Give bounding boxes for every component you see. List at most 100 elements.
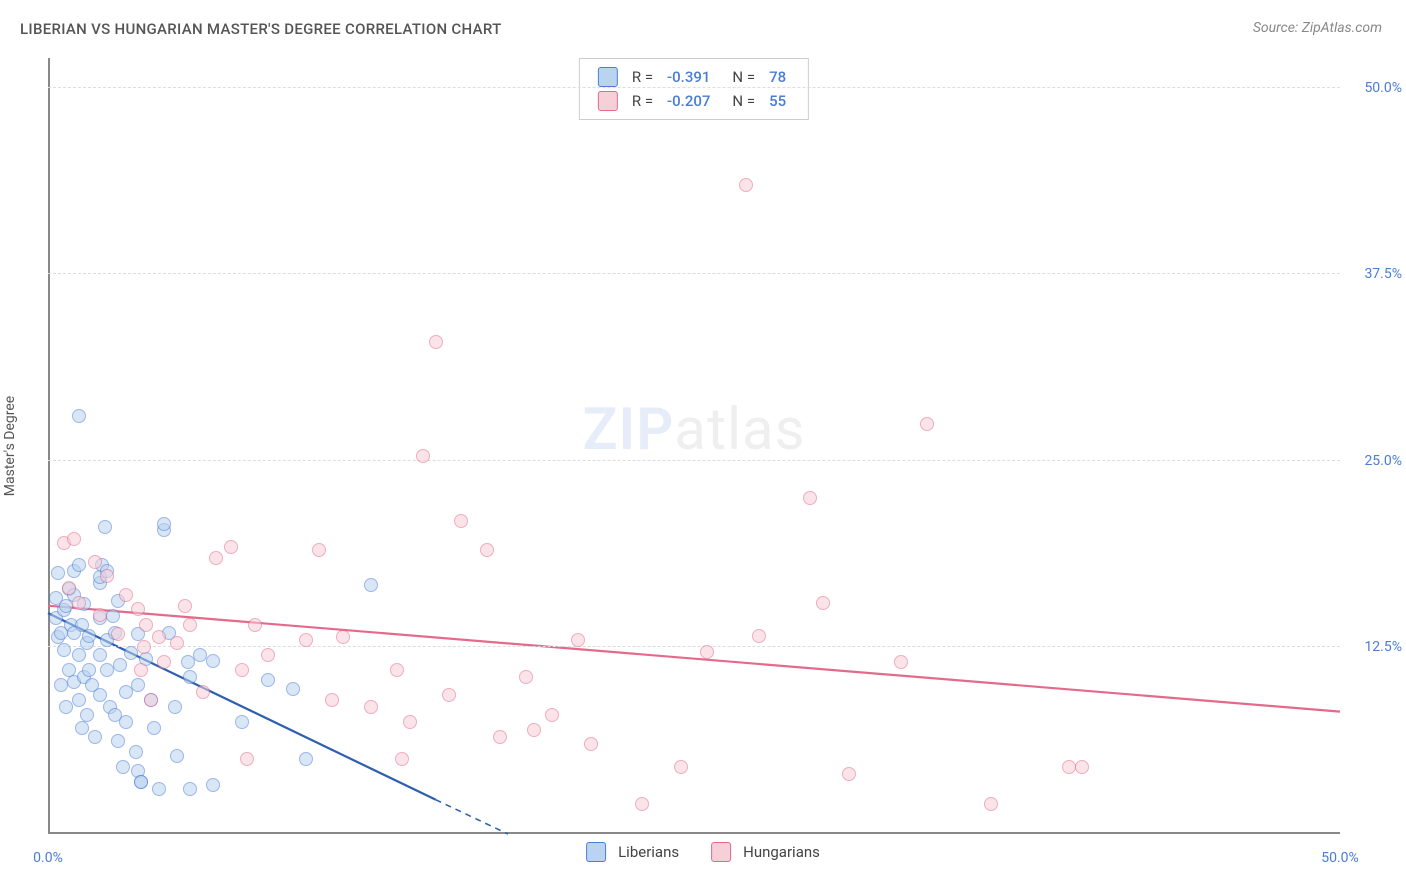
scatter-point	[144, 693, 158, 707]
scatter-point	[571, 633, 585, 647]
scatter-point	[206, 778, 220, 792]
scatter-point	[584, 737, 598, 751]
scatter-point	[147, 721, 161, 735]
scatter-point	[248, 618, 262, 632]
legend-swatch	[598, 67, 618, 87]
n-value: 55	[765, 89, 790, 113]
scatter-point	[131, 678, 145, 692]
scatter-point	[106, 609, 120, 623]
scatter-point	[193, 648, 207, 662]
scatter-point	[119, 685, 133, 699]
scatter-point	[299, 752, 313, 766]
scatter-point	[152, 630, 166, 644]
legend-swatch	[711, 842, 731, 862]
scatter-point	[137, 640, 151, 654]
series-legend-item: Liberians	[586, 842, 679, 862]
scatter-point	[442, 688, 456, 702]
scatter-point	[100, 569, 114, 583]
y-axis	[48, 58, 50, 834]
gridline	[48, 460, 1340, 461]
scatter-point	[113, 658, 127, 672]
scatter-point	[325, 693, 339, 707]
scatter-point	[527, 723, 541, 737]
scatter-point	[124, 646, 138, 660]
scatter-point	[803, 491, 817, 505]
scatter-point	[72, 693, 86, 707]
scatter-point	[403, 715, 417, 729]
watermark-light: atlas	[674, 396, 805, 464]
scatter-point	[519, 670, 533, 684]
scatter-point	[139, 618, 153, 632]
scatter-point	[129, 745, 143, 759]
scatter-point	[93, 608, 107, 622]
watermark: ZIPatlas	[582, 396, 805, 464]
stat-legend-row: R =-0.207N =55	[598, 89, 790, 113]
y-axis-label: Master's Degree	[2, 396, 18, 496]
scatter-point	[416, 449, 430, 463]
r-value: -0.391	[663, 65, 714, 89]
scatter-point	[299, 633, 313, 647]
scatter-point	[157, 517, 171, 531]
scatter-point	[635, 797, 649, 811]
scatter-point	[134, 663, 148, 677]
scatter-point	[545, 708, 559, 722]
series-legend-item: Hungarians	[711, 842, 820, 862]
scatter-point	[206, 654, 220, 668]
scatter-point	[390, 663, 404, 677]
scatter-point	[364, 700, 378, 714]
scatter-point	[336, 630, 350, 644]
scatter-point	[816, 596, 830, 610]
series-legend: Liberians Hungarians	[586, 842, 820, 862]
scatter-point	[261, 648, 275, 662]
scatter-point	[674, 760, 688, 774]
scatter-point	[168, 700, 182, 714]
source-label: Source: ZipAtlas.com	[1253, 20, 1382, 36]
scatter-point	[480, 543, 494, 557]
scatter-point	[240, 752, 254, 766]
scatter-point	[920, 417, 934, 431]
r-label: R =	[632, 89, 653, 113]
scatter-point	[1062, 760, 1076, 774]
scatter-point	[224, 540, 238, 554]
legend-swatch	[598, 91, 618, 111]
scatter-point	[93, 648, 107, 662]
scatter-point	[235, 663, 249, 677]
scatter-point	[72, 409, 86, 423]
scatter-point	[183, 618, 197, 632]
n-label: N =	[732, 89, 755, 113]
scatter-point	[261, 673, 275, 687]
scatter-point	[170, 636, 184, 650]
scatter-point	[235, 715, 249, 729]
scatter-point	[134, 775, 148, 789]
scatter-point	[59, 700, 73, 714]
scatter-point	[700, 645, 714, 659]
scatter-point	[157, 655, 171, 669]
scatter-point	[80, 708, 94, 722]
trend-line-extrapolation	[436, 800, 508, 834]
scatter-point	[54, 678, 68, 692]
scatter-point	[62, 581, 76, 595]
scatter-point	[364, 578, 378, 592]
scatter-point	[98, 520, 112, 534]
scatter-point	[93, 688, 107, 702]
scatter-point	[119, 588, 133, 602]
scatter-point	[454, 514, 468, 528]
scatter-point	[116, 760, 130, 774]
scatter-point	[170, 749, 184, 763]
x-axis	[48, 832, 1340, 834]
scatter-point	[984, 797, 998, 811]
scatter-point	[183, 670, 197, 684]
scatter-point	[72, 596, 86, 610]
scatter-point	[894, 655, 908, 669]
scatter-point	[51, 566, 65, 580]
scatter-point	[196, 685, 210, 699]
scatter-point	[88, 555, 102, 569]
scatter-point	[131, 602, 145, 616]
stat-legend-row: R =-0.391N =78	[598, 65, 790, 89]
scatter-point	[739, 178, 753, 192]
scatter-point	[1075, 760, 1089, 774]
r-label: R =	[632, 65, 653, 89]
x-tick-label: 0.0%	[33, 850, 63, 866]
scatter-plot: ZIPatlas R =-0.391N =78R =-0.207N =55 12…	[48, 58, 1340, 834]
y-tick-label: 37.5%	[1346, 266, 1402, 282]
